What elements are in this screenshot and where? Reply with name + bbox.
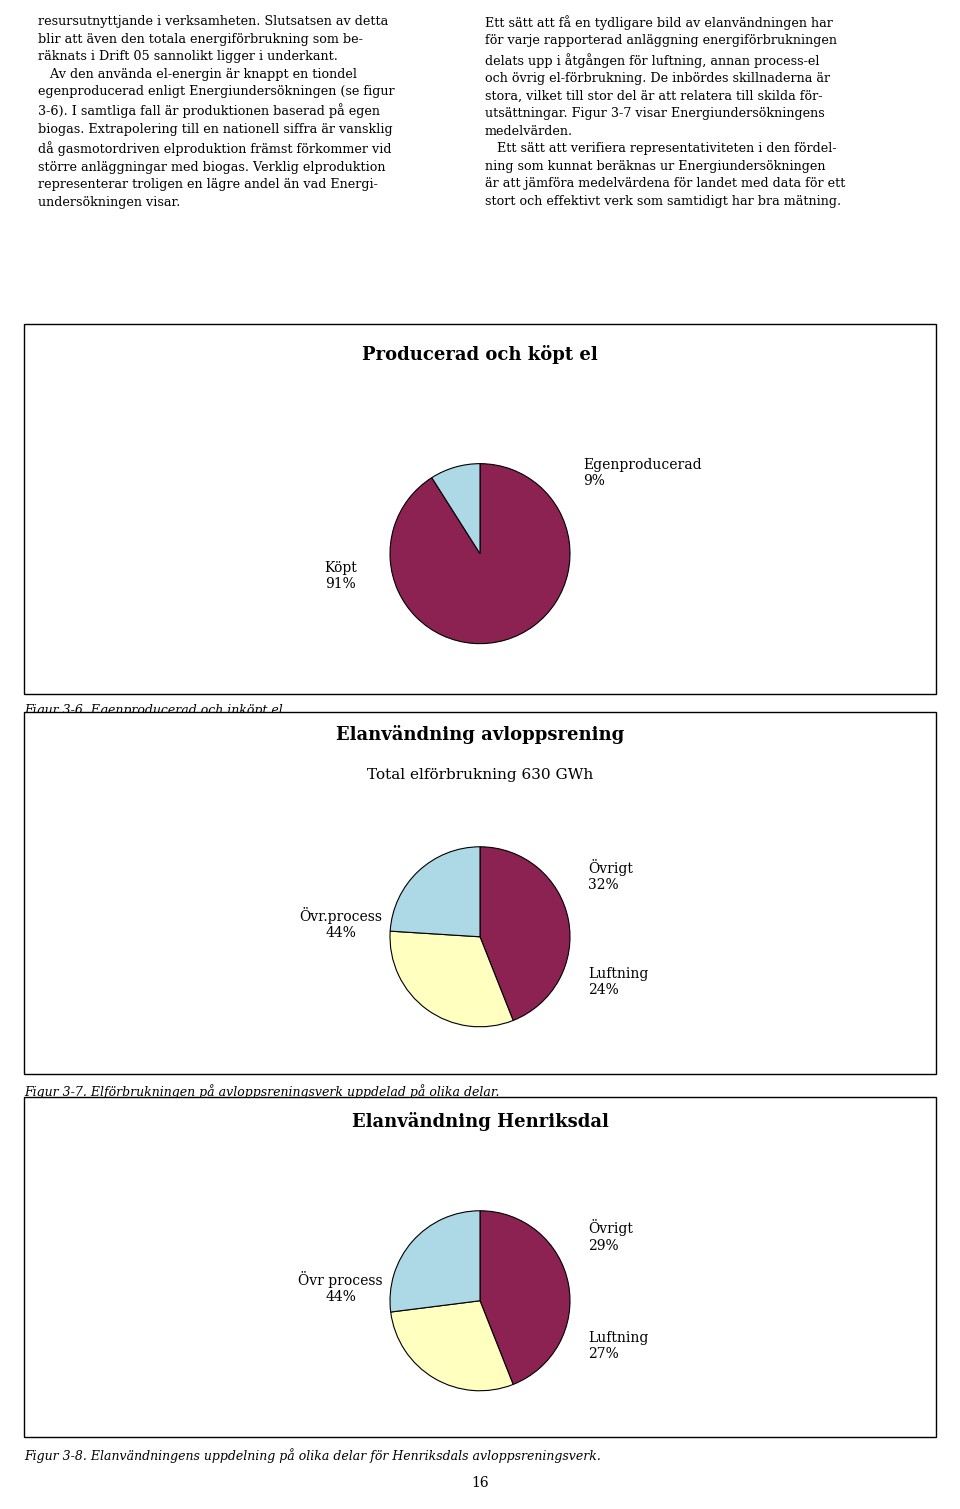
Text: Figur 3-8. Elanvändningens uppdelning på olika delar för Henriksdals avloppsreni: Figur 3-8. Elanvändningens uppdelning på… — [24, 1449, 601, 1462]
Wedge shape — [390, 847, 480, 937]
Text: Elanvändning Henriksdal: Elanvändning Henriksdal — [351, 1112, 609, 1132]
Wedge shape — [480, 1210, 570, 1384]
Text: resursutnyttjande i verksamheten. Slutsatsen av detta
blir att även den totala e: resursutnyttjande i verksamheten. Slutsa… — [37, 15, 395, 208]
Wedge shape — [390, 1210, 480, 1311]
Text: Producerad och köpt el: Producerad och köpt el — [362, 344, 598, 364]
Text: Övrigt
32%: Övrigt 32% — [588, 859, 633, 892]
Text: Egenproducerad
9%: Egenproducerad 9% — [584, 457, 702, 487]
Text: Ett sätt att få en tydligare bild av elanvändningen har
för varje rapporterad an: Ett sätt att få en tydligare bild av ela… — [485, 15, 845, 208]
Wedge shape — [391, 1301, 514, 1391]
Text: Total elförbrukning 630 GWh: Total elförbrukning 630 GWh — [367, 768, 593, 782]
Text: Övrigt
29%: Övrigt 29% — [588, 1219, 633, 1252]
Text: Figur 3-6. Egenproducerad och inköpt el.: Figur 3-6. Egenproducerad och inköpt el. — [24, 703, 287, 717]
Text: Övr process
44%: Övr process 44% — [299, 1271, 383, 1304]
Text: Luftning
27%: Luftning 27% — [588, 1331, 648, 1361]
Wedge shape — [390, 463, 570, 644]
Wedge shape — [432, 463, 480, 554]
Text: Elanvändning avloppsrening: Elanvändning avloppsrening — [336, 724, 624, 744]
Text: Luftning
24%: Luftning 24% — [588, 967, 648, 997]
Text: Övr.process
44%: Övr.process 44% — [299, 907, 382, 940]
Text: Köpt
91%: Köpt 91% — [324, 561, 357, 592]
Text: Figur 3-7. Elförbrukningen på avloppsreningsverk uppdelad på olika delar.: Figur 3-7. Elförbrukningen på avloppsren… — [24, 1083, 499, 1099]
Wedge shape — [390, 931, 514, 1026]
Wedge shape — [480, 847, 570, 1020]
Text: 16: 16 — [471, 1476, 489, 1489]
